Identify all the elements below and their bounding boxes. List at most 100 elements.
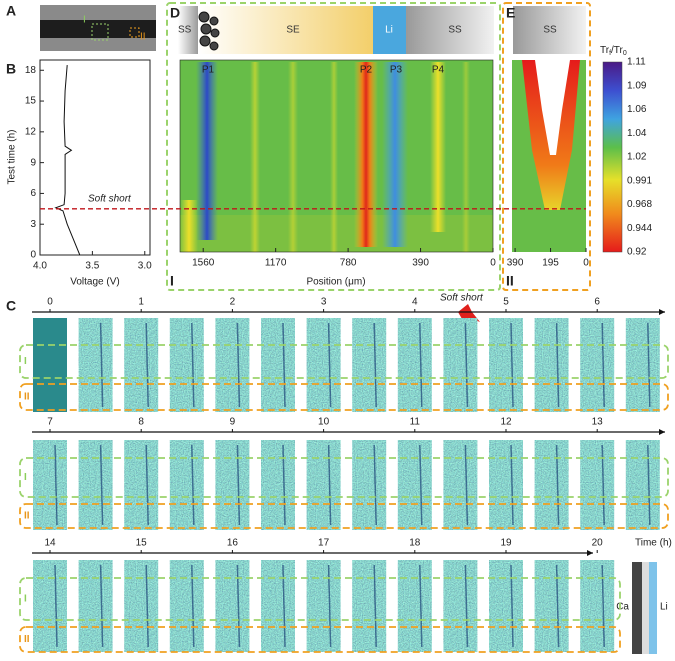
axis-label: Position (μm) — [306, 277, 365, 288]
x-tick-label: 0 — [583, 258, 589, 269]
annotation: Soft short — [88, 193, 132, 204]
region-box — [19, 344, 669, 379]
radiograph-feature — [99, 444, 104, 526]
colorbar-tick-label: 1.06 — [627, 104, 647, 115]
radiograph — [124, 440, 159, 530]
radiograph — [352, 440, 387, 530]
ca-electrode — [632, 562, 642, 654]
time-tick-label: 15 — [136, 538, 148, 549]
radiograph — [261, 560, 295, 652]
colorbar-tick-label: 1.11 — [627, 57, 646, 68]
time-tick-label: 14 — [44, 538, 56, 549]
radiograph — [215, 318, 250, 412]
radiograph — [489, 440, 523, 530]
panel-label: D — [170, 5, 180, 21]
region-box — [19, 577, 621, 621]
legend-label: Ca — [616, 602, 629, 613]
radiograph-feature — [510, 322, 514, 408]
radiograph — [443, 560, 478, 652]
radiograph — [306, 318, 341, 412]
radiograph — [397, 560, 432, 652]
radiograph-feature — [373, 444, 377, 526]
segment-label: SE — [286, 25, 300, 36]
y-tick-label: 18 — [25, 65, 37, 76]
radiograph — [625, 318, 660, 412]
region-label: I — [24, 356, 27, 367]
radiograph — [443, 440, 478, 530]
radiograph — [534, 440, 569, 530]
radiograph-feature — [419, 444, 423, 526]
radiograph — [78, 318, 113, 412]
radiograph-feature — [464, 322, 469, 408]
radiograph — [625, 440, 660, 530]
time-tick-label: 6 — [594, 297, 600, 308]
radiograph-feature — [236, 322, 241, 408]
legend-label: Li — [660, 602, 668, 613]
radiograph — [215, 560, 250, 652]
y-tick-label: 6 — [30, 188, 36, 199]
radiograph-feature — [145, 444, 149, 526]
radiograph — [169, 440, 204, 530]
region-box — [19, 383, 669, 411]
region-label: I — [24, 594, 27, 605]
colorbar-title-part: Tr — [600, 45, 610, 56]
region-label: I — [24, 472, 27, 483]
x-tick-label: 390 — [507, 258, 524, 269]
panel-label: A — [6, 3, 16, 19]
colorbar-tick-label: 0.92 — [627, 247, 647, 258]
radiograph-feature — [191, 322, 195, 408]
time-tick-label: 12 — [500, 417, 512, 428]
region-label: II — [506, 273, 514, 289]
time-tick-label: 10 — [318, 417, 330, 428]
segment-label: Li — [385, 25, 393, 36]
layer-bar-e — [513, 6, 586, 54]
panel-label: E — [506, 5, 515, 21]
y-tick-label: 9 — [30, 157, 36, 168]
peak-label: P3 — [390, 65, 403, 76]
colorbar-title-part: 0 — [623, 50, 627, 57]
colorbar-title-part: f — [609, 50, 611, 57]
x-tick-label: 195 — [542, 258, 559, 269]
y-tick-label: 0 — [30, 250, 36, 261]
radiograph — [352, 560, 387, 652]
radiograph — [580, 318, 615, 412]
y-tick-label: 3 — [30, 219, 36, 230]
time-tick-label: 8 — [138, 417, 144, 428]
radiograph — [78, 440, 113, 530]
axis-label: Test time (h) — [7, 129, 18, 184]
peak-label: P2 — [360, 65, 373, 76]
radiograph-feature — [373, 322, 377, 408]
region-box — [19, 626, 621, 653]
radiograph — [397, 318, 432, 412]
colorbar-title-part: /Tr — [611, 45, 624, 56]
annotation: Soft short — [440, 293, 484, 304]
x-tick-label: 1170 — [265, 258, 287, 269]
region-label: II — [24, 392, 30, 403]
radiograph — [215, 440, 250, 530]
colorbar — [602, 61, 623, 253]
region-box — [19, 503, 669, 529]
radiograph — [534, 560, 569, 652]
radiograph-feature — [647, 322, 651, 408]
time-axis-arrow — [587, 550, 593, 556]
layer-bar — [178, 6, 494, 54]
time-axis-arrow — [659, 429, 665, 435]
segment-label: SS — [543, 25, 557, 36]
x-tick-label: 3.0 — [138, 261, 152, 272]
x-tick-label: 1560 — [192, 258, 215, 269]
radiograph-feature — [601, 322, 605, 408]
colorbar-tick-label: 0.968 — [627, 199, 652, 210]
radiograph — [261, 318, 295, 412]
radiograph-feature — [99, 322, 104, 408]
time-axis-arrow — [659, 309, 665, 315]
colorbar-tick-label: 1.09 — [627, 80, 647, 91]
time-tick-label: 7 — [47, 417, 53, 428]
time-tick-label: 2 — [230, 297, 236, 308]
axis-label: Time (h) — [635, 538, 672, 549]
region-box — [166, 2, 501, 291]
radiograph-feature — [282, 322, 286, 408]
radiograph — [352, 318, 387, 412]
region-label: I — [170, 273, 174, 289]
time-tick-label: 1 — [138, 297, 144, 308]
